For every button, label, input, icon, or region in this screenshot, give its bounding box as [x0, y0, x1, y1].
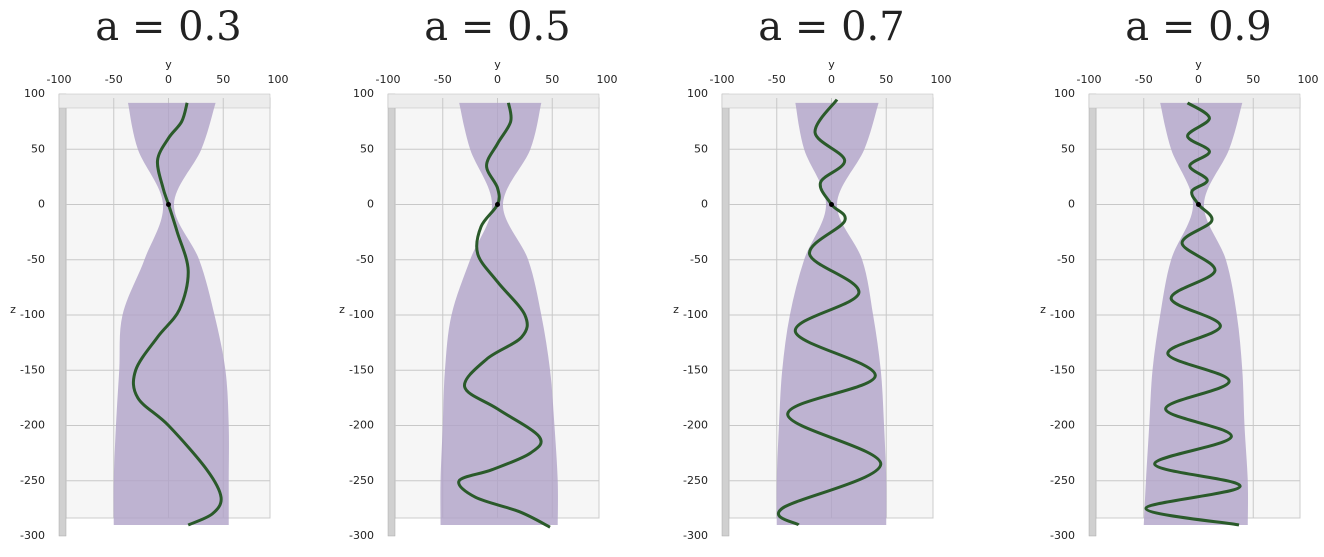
z-tick-label: -100 [683, 308, 708, 321]
z-tick-label: 0 [701, 198, 708, 211]
z-tick-label: -100 [349, 308, 374, 321]
z-tick-label: -100 [20, 308, 45, 321]
y-tick-label: -50 [768, 73, 786, 86]
z-tick-label: 100 [1054, 87, 1075, 100]
z-tick-label: 0 [367, 198, 374, 211]
z-tick-label: -200 [20, 419, 45, 432]
z-tick-label: -150 [1050, 363, 1075, 376]
y-tick-label: -100 [1077, 73, 1102, 86]
z-tick-label: 0 [1068, 198, 1075, 211]
envelope-surface [1143, 102, 1249, 525]
side-pane [387, 93, 396, 537]
z-tick-label: -250 [20, 474, 45, 487]
curve [131, 102, 223, 527]
curve [1144, 101, 1242, 527]
z-tick-label: -200 [349, 419, 374, 432]
y-tick-label: -50 [105, 73, 123, 86]
y-tick-label: 100 [597, 73, 618, 86]
y-tick-label: 0 [1195, 73, 1202, 86]
z-tick-label: 100 [24, 87, 45, 100]
z-tick-label: -150 [349, 363, 374, 376]
z-tick-label: 50 [360, 142, 374, 155]
chart-title: a = 0.5 [424, 4, 570, 50]
z-tick-label: -300 [349, 529, 374, 542]
y-tick-label: 50 [216, 73, 230, 86]
chart-title: a = 0.9 [1125, 4, 1271, 50]
x-axis-label: y [165, 58, 172, 71]
y-tick-label: -50 [1135, 73, 1153, 86]
z-axis-label: z [1040, 303, 1046, 316]
y-tick-label: 100 [931, 73, 952, 86]
z-tick-label: -150 [20, 363, 45, 376]
z-axis-label: z [673, 303, 679, 316]
side-pane [1088, 93, 1097, 537]
z-tick-label: -100 [1050, 308, 1075, 321]
y-tick-label: 0 [494, 73, 501, 86]
y-tick-label: 50 [1246, 73, 1260, 86]
z-axis-label: z [10, 303, 16, 316]
origin-marker [829, 202, 834, 207]
y-tick-label: 100 [268, 73, 289, 86]
z-tick-label: -250 [349, 474, 374, 487]
z-tick-label: -200 [683, 419, 708, 432]
curve [777, 98, 883, 527]
origin-marker [166, 202, 171, 207]
z-tick-label: 100 [687, 87, 708, 100]
curve [457, 102, 551, 529]
chart-title: a = 0.7 [758, 4, 904, 50]
z-tick-label: -50 [1057, 253, 1075, 266]
z-tick-label: 100 [353, 87, 374, 100]
origin-marker [495, 202, 500, 207]
envelope-surface [440, 102, 558, 525]
z-tick-label: 50 [1061, 142, 1075, 155]
side-pane [721, 93, 730, 537]
x-axis-label: y [828, 58, 835, 71]
z-tick-label: -50 [356, 253, 374, 266]
z-tick-label: 50 [694, 142, 708, 155]
y-tick-label: -50 [434, 73, 452, 86]
y-tick-label: 50 [545, 73, 559, 86]
x-axis-label: y [1195, 58, 1202, 71]
z-tick-label: 50 [31, 142, 45, 155]
z-tick-label: -50 [27, 253, 45, 266]
side-pane [58, 93, 67, 537]
y-tick-label: -100 [47, 73, 72, 86]
z-tick-label: 0 [38, 198, 45, 211]
z-tick-label: -150 [683, 363, 708, 376]
x-axis-label: y [494, 58, 501, 71]
y-tick-label: -100 [710, 73, 735, 86]
y-tick-label: 100 [1298, 73, 1319, 86]
y-tick-label: 0 [828, 73, 835, 86]
z-tick-label: -300 [1050, 529, 1075, 542]
z-tick-label: -200 [1050, 419, 1075, 432]
envelope-surface [113, 102, 229, 525]
z-tick-label: -250 [683, 474, 708, 487]
z-axis-label: z [339, 303, 345, 316]
z-tick-label: -250 [1050, 474, 1075, 487]
z-tick-label: -300 [683, 529, 708, 542]
z-tick-label: -50 [690, 253, 708, 266]
origin-marker [1196, 202, 1201, 207]
y-tick-label: -100 [376, 73, 401, 86]
chart-title: a = 0.3 [95, 4, 241, 50]
envelope-surface [776, 102, 887, 525]
y-tick-label: 0 [165, 73, 172, 86]
y-tick-label: 50 [879, 73, 893, 86]
z-tick-label: -300 [20, 529, 45, 542]
